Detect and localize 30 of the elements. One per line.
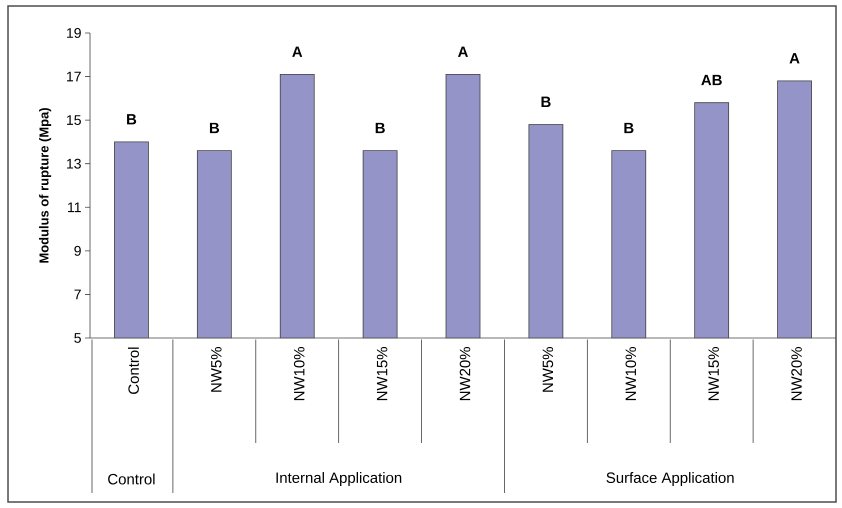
data-label: B bbox=[541, 96, 551, 107]
data-label: A bbox=[458, 46, 468, 57]
text: Surface Application bbox=[606, 472, 734, 486]
x-tick-label: NW10% bbox=[294, 347, 305, 400]
y-tick-label: 11 bbox=[68, 202, 81, 212]
x-tick-label: NW15% bbox=[376, 347, 388, 400]
y-tick-label: 15 bbox=[67, 115, 81, 125]
text: Internal Application bbox=[276, 472, 402, 486]
y-tick-label: 19 bbox=[67, 28, 81, 38]
data-label: A bbox=[292, 46, 302, 57]
data-label: B bbox=[624, 122, 634, 134]
x-tick-label: Control bbox=[128, 348, 139, 394]
data-label: AB bbox=[701, 74, 722, 86]
data-label: A bbox=[790, 53, 800, 64]
x-tick-label: NW15% bbox=[708, 347, 719, 400]
y-tick-label: 5 bbox=[74, 333, 81, 343]
text: Control bbox=[108, 474, 155, 484]
y-tick-label: 13 bbox=[67, 158, 81, 169]
x-tick-label: NW10% bbox=[625, 347, 636, 400]
data-label: B bbox=[376, 122, 385, 134]
x-tick-label: NW5% bbox=[211, 347, 222, 392]
data-label: B bbox=[210, 122, 220, 134]
x-tick-label: NW5% bbox=[542, 347, 554, 392]
y-tick-label: 7 bbox=[74, 290, 81, 300]
y-tick-label: 17 bbox=[67, 72, 81, 82]
y-tick-label: 9 bbox=[74, 246, 81, 256]
y-axis-title: Modulus of rupture (Mpa) bbox=[39, 108, 52, 263]
x-tick-label: NW20% bbox=[791, 347, 802, 400]
x-tick-label: NW20% bbox=[460, 347, 470, 400]
data-label: B bbox=[127, 114, 136, 124]
